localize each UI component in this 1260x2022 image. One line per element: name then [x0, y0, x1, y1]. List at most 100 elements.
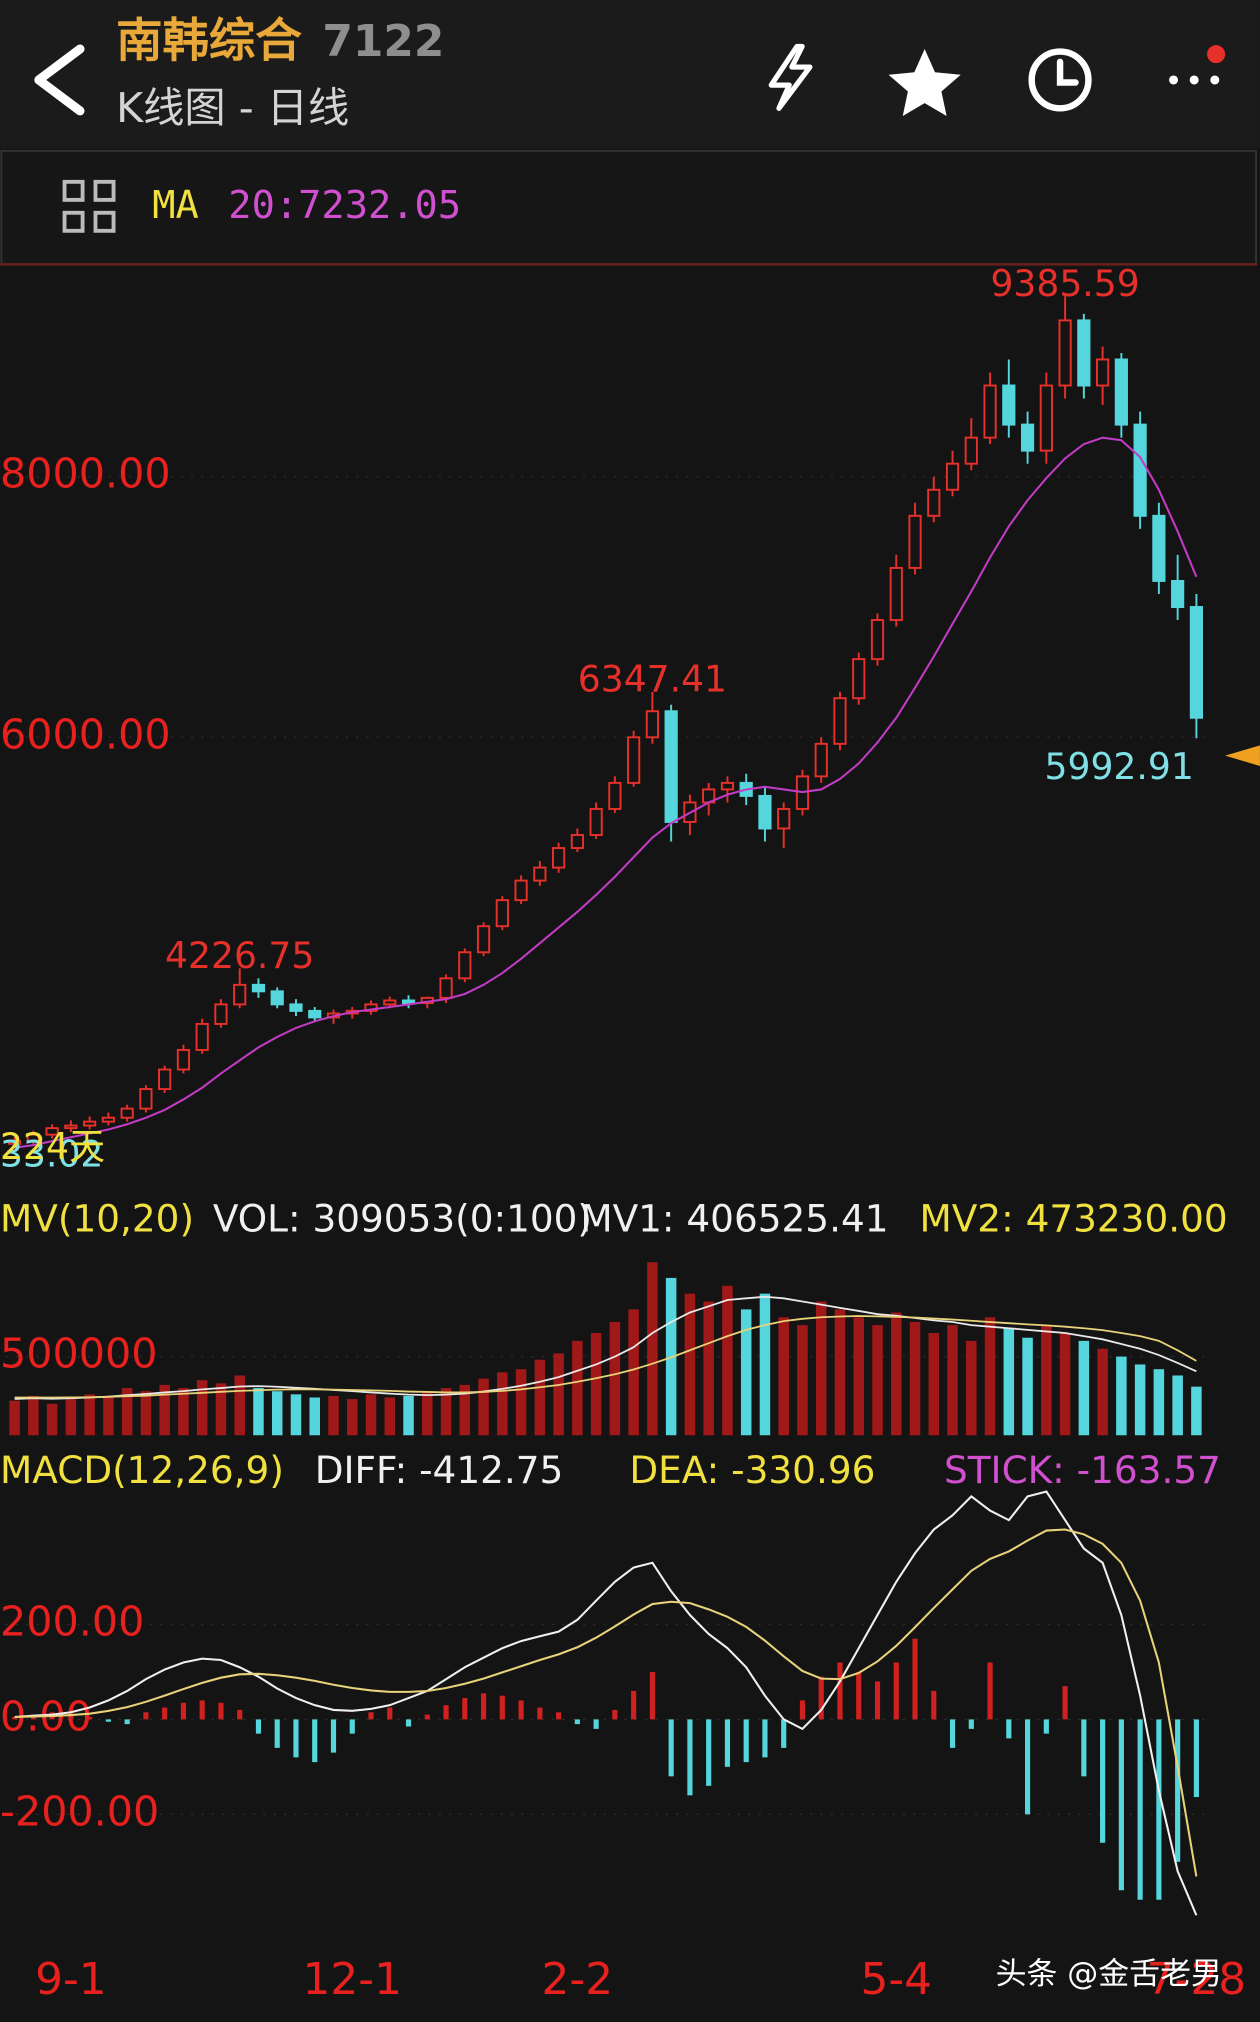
- candle-body: [627, 736, 641, 784]
- more-icon[interactable]: [1169, 45, 1226, 85]
- candle-body: [927, 488, 941, 517]
- star-icon[interactable]: [888, 49, 961, 117]
- volume-bar: [1078, 1340, 1090, 1436]
- candle-body: [120, 1107, 134, 1119]
- dot: [1169, 75, 1179, 85]
- legend-entry: MV1: 406525.41: [580, 1197, 888, 1241]
- volume-bar: [271, 1391, 283, 1436]
- volume-bar: [740, 1309, 752, 1436]
- macd-stick: [1100, 1719, 1106, 1843]
- candle-body: [101, 1116, 115, 1123]
- x-tick-label: 9-1: [35, 1954, 107, 2005]
- macd-stick: [143, 1712, 149, 1720]
- candle-body: [383, 999, 397, 1006]
- volume-bar: [253, 1388, 264, 1436]
- volume-bar: [65, 1399, 77, 1436]
- macd-stick: [1081, 1719, 1087, 1777]
- legend-entry: VOL: 309053(0:100): [213, 1197, 592, 1241]
- volume-bar: [309, 1397, 320, 1436]
- macd-stick: [893, 1662, 899, 1720]
- macd-stick: [874, 1681, 881, 1720]
- volume-bar: [815, 1301, 827, 1436]
- x-tick-label: 5-4: [860, 1954, 932, 2005]
- icon-cell: [62, 179, 85, 202]
- volume-bar: [403, 1395, 414, 1436]
- x-tick-label: 2-2: [542, 1954, 614, 2005]
- volume-bar: [515, 1369, 527, 1436]
- candle-body: [495, 899, 509, 928]
- macd-stick: [556, 1712, 562, 1720]
- macd-stick: [274, 1719, 280, 1748]
- volume-bar: [459, 1384, 471, 1436]
- ma-bar: [0, 149, 1258, 266]
- candle-body: [1039, 384, 1053, 452]
- macd-stick: [743, 1719, 749, 1763]
- candle-body: [664, 710, 678, 823]
- macd-stick: [518, 1700, 524, 1720]
- back-button[interactable]: [34, 44, 85, 116]
- volume-bar: [1172, 1375, 1183, 1436]
- legend-entry: DIFF: -412.75: [315, 1448, 564, 1492]
- volume-bar: [628, 1309, 639, 1436]
- volume-bar: [215, 1383, 227, 1436]
- candle-body: [1096, 358, 1110, 387]
- candle-body: [270, 990, 284, 1006]
- ma-value: 20:7232.05: [228, 183, 461, 228]
- macd-stick: [180, 1702, 187, 1720]
- layout-icon[interactable]: [62, 179, 116, 233]
- volume-bar: [159, 1384, 170, 1436]
- macd-stick: [968, 1719, 974, 1729]
- volume-bar: [497, 1372, 508, 1436]
- range-low-label: 33.02: [0, 1133, 103, 1176]
- badge: [1207, 45, 1226, 64]
- volume-bar: [834, 1309, 846, 1436]
- macd-stick: [105, 1719, 111, 1722]
- candle-body: [289, 1003, 303, 1012]
- ma-line: [14, 436, 1198, 1149]
- volume-bar: [347, 1399, 358, 1436]
- mv1-line: [14, 1295, 1197, 1400]
- watermark: 头条 @金舌老男: [996, 1956, 1222, 1992]
- macd-stick: [931, 1690, 937, 1720]
- macd-stick: [1062, 1686, 1068, 1720]
- dot: [1189, 75, 1199, 85]
- macd-stick: [949, 1719, 956, 1748]
- candle-body: [589, 807, 603, 836]
- volume-bar: [1116, 1356, 1127, 1436]
- y-tick-label: -200.00: [0, 1787, 159, 1835]
- volume-bar: [28, 1395, 39, 1436]
- volume-bar: [1134, 1364, 1146, 1436]
- macd-stick: [424, 1714, 430, 1720]
- volume-bar: [778, 1317, 789, 1436]
- macd-stick: [706, 1719, 712, 1786]
- volume-bar: [984, 1317, 996, 1436]
- low-label: 5992.91: [1045, 745, 1194, 788]
- macd-stick: [443, 1705, 449, 1720]
- volume-bar: [947, 1325, 958, 1436]
- macd-stick: [912, 1638, 918, 1720]
- candle-body: [1189, 606, 1203, 719]
- high-label: 6347.41: [578, 658, 727, 701]
- plot: 8000.00 6000.00 9-1 12-1 2-2 5-4 7-28 4226.75 63…: [0, 262, 1246, 2005]
- flash-icon[interactable]: [768, 43, 813, 111]
- macd-stick: [1193, 1719, 1199, 1798]
- index-name: 南韩综合: [116, 13, 302, 67]
- candle-body: [720, 781, 735, 791]
- volume-bar: [872, 1325, 883, 1436]
- volume-bar: [966, 1340, 977, 1436]
- volume-bar: [928, 1332, 940, 1436]
- volume-bar: [647, 1262, 658, 1436]
- macd-stick: [1043, 1719, 1049, 1734]
- macd-stick: [1156, 1719, 1162, 1900]
- icon-cell: [62, 210, 85, 233]
- candle-body: [1133, 423, 1147, 517]
- macd-stick: [687, 1719, 693, 1796]
- macd-stick: [649, 1671, 655, 1720]
- volume-bar: [121, 1388, 133, 1436]
- candle-body: [964, 436, 978, 465]
- macd-stick: [1175, 1719, 1181, 1862]
- volume-bar: [684, 1293, 696, 1436]
- clock-icon[interactable]: [1028, 48, 1092, 112]
- macd-stick: [837, 1662, 843, 1720]
